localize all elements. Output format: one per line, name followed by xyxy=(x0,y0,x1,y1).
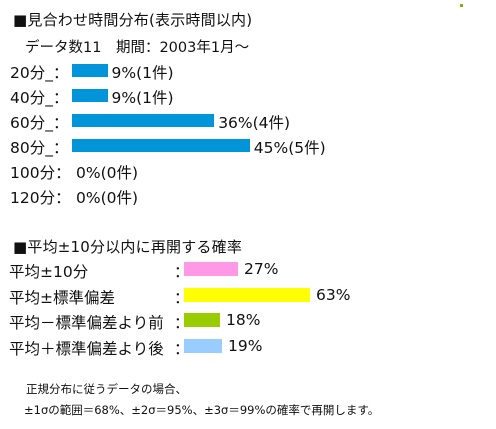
value-label: 45%(5件) xyxy=(253,139,326,157)
probability-bar xyxy=(184,338,222,353)
probability-value: 27% xyxy=(244,260,279,278)
probability-bar xyxy=(184,262,238,276)
category-label: 60分_： xyxy=(10,114,69,132)
distribution-bar xyxy=(72,88,108,102)
corner-mark xyxy=(460,4,463,7)
distribution-title: ■見合わせ時間分布(表示時間以内) xyxy=(13,11,253,29)
probability-label: 平均－標準偏差より前 xyxy=(9,314,164,332)
probability-bar xyxy=(184,287,310,302)
distribution-subtitle: データ数11 期間：2003年1月～ xyxy=(25,40,250,56)
probability-bar xyxy=(184,313,220,327)
probability-value: 19% xyxy=(228,336,263,355)
distribution-bar xyxy=(72,63,108,77)
category-label: 120分： xyxy=(10,189,71,207)
category-label: 100分： xyxy=(10,164,71,182)
note-line-1: 正規分布に従うデータの場合、 xyxy=(26,382,187,396)
category-label: 20分_： xyxy=(10,64,69,82)
value-label: 9%(1件) xyxy=(111,89,174,107)
probability-value: 63% xyxy=(316,285,351,304)
category-label: 40分_： xyxy=(10,89,69,107)
probability-value: 18% xyxy=(226,311,261,329)
probability-label: 平均＋標準偏差より後 xyxy=(9,339,164,358)
note-line-2: ±1σの範囲＝68%、±2σ＝95%、±3σ＝99%の確率で再開します。 xyxy=(24,403,380,417)
probability-label: 平均±標準偏差 xyxy=(9,288,115,307)
value-label: 0%(0件) xyxy=(76,164,139,182)
category-label: 80分_： xyxy=(10,139,69,157)
distribution-bar xyxy=(72,138,250,152)
value-label: 9%(1件) xyxy=(111,64,174,82)
distribution-bar xyxy=(72,113,215,127)
value-label: 0%(0件) xyxy=(76,189,139,207)
probability-label: 平均±10分 xyxy=(9,263,89,281)
value-label: 36%(4件) xyxy=(218,114,291,132)
probability-title: ■平均±10分以内に再開する確率 xyxy=(13,238,243,256)
